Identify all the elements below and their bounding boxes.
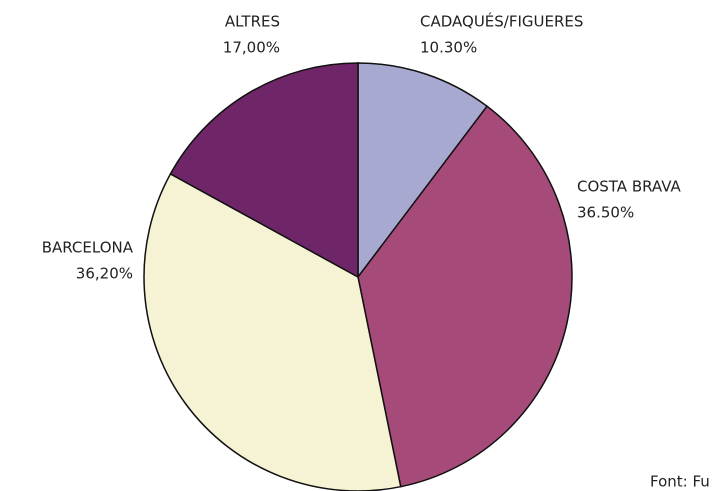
slice-label: ALTRES: [225, 13, 280, 31]
slice: [357, 62, 489, 280]
value-label: 36,20%: [76, 265, 133, 283]
slice: [169, 62, 359, 279]
value-label: 10.30%: [420, 39, 477, 57]
slice-label: CADAQUÉS/FIGUERES: [420, 12, 583, 31]
slice: [143, 172, 402, 491]
slice-label: BARCELONA: [42, 239, 134, 257]
slice-label: COSTA BRAVA: [577, 178, 682, 196]
slice: [357, 105, 573, 488]
value-label: 36.50%: [577, 204, 634, 222]
value-label: 17,00%: [223, 39, 280, 57]
source: Font: Fu: [650, 473, 710, 491]
